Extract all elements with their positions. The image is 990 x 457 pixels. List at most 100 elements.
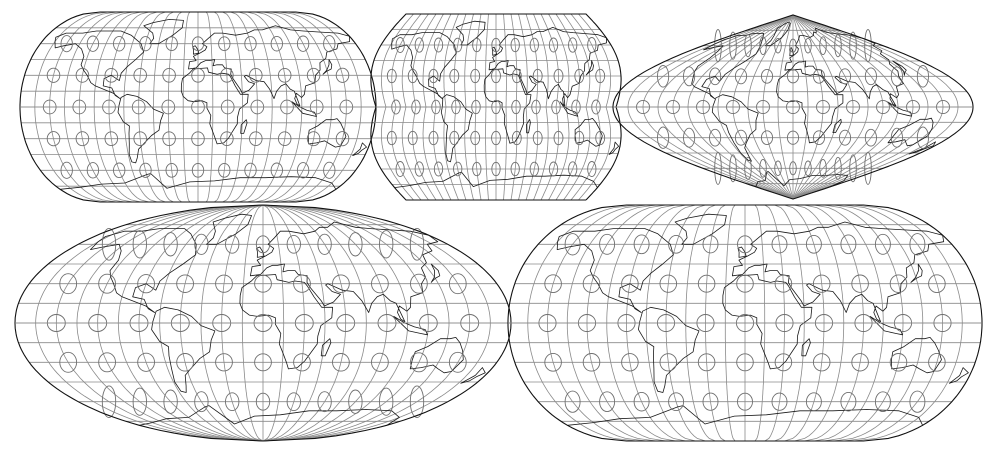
tissot-indicatrix [553,130,564,146]
map-panel-5 [507,204,983,442]
coastline [711,94,759,162]
tissot-indicatrix [759,158,767,178]
tissot-indicatrix [46,67,61,83]
tissot-indicatrix [449,130,460,146]
tissot-indicatrix [317,233,332,255]
tissot-indicatrix [448,351,467,373]
map-panel-4 [14,204,512,442]
tissot-indicatrix [812,68,826,84]
coastline [732,221,945,323]
tissot-indicatrix [890,66,903,87]
tissot-indicatrix [840,234,857,255]
coastline [891,337,942,374]
tissot-indicatrix [270,35,283,52]
tissot-indicatrix [734,68,748,85]
coastline [556,228,674,313]
coastline [188,25,350,107]
coastline [206,213,252,245]
tissot-indicatrix [510,161,520,177]
coastline [638,306,700,393]
coastline [776,68,844,144]
coastline [737,246,747,258]
tissot-indicatrix [277,131,292,147]
tissot-indicatrix [840,391,857,412]
coastline [460,367,486,384]
tissot-indicatrix [697,353,716,372]
tissot-indicatrix [98,352,116,373]
tissot-indicatrix [215,353,233,372]
tissot-indicatrix [657,126,670,149]
tissot-indicatrix [335,67,350,83]
tissot-indicatrix [163,232,178,257]
tissot-indicatrix [472,37,482,53]
tissot-indicatrix [789,38,797,53]
tissot-indicatrix [296,162,310,179]
coastline [784,27,904,107]
tissot-indicatrix [335,131,350,147]
tissot-indicatrix [60,35,73,53]
coastline [151,306,216,393]
tissot-indicatrix [286,392,301,412]
tissot-indicatrix [789,161,797,176]
tissot-indicatrix [448,273,467,295]
coastline [180,67,249,145]
tissot-indicatrix [744,34,752,58]
tissot-indicatrix [104,67,119,83]
coastline [192,45,200,55]
coastline [143,19,184,45]
tissot-indicatrix [928,352,946,372]
tissot-indicatrix [386,68,397,84]
tissot-indicatrix [621,353,639,372]
tissot-indicatrix [582,274,601,293]
tissot-indicatrix [137,352,155,372]
coastline [59,173,337,190]
coastline [608,141,619,155]
tissot-indicatrix [838,68,852,85]
tissot-indicatrix [599,391,616,413]
tissot-indicatrix [659,274,678,293]
tissot-indicatrix [849,154,857,183]
tissot-indicatrix [916,65,929,88]
coastline [691,33,764,100]
coastline [488,27,607,107]
coastline [291,101,317,117]
tissot-indicatrix [714,151,722,185]
tissot-indicatrix [428,68,439,84]
tissot-indicatrix [564,390,581,413]
tissot-indicatrix [633,234,650,255]
tissot-indicatrix [532,130,543,146]
tissot-indicatrix [162,67,176,83]
tissot-indicatrix [834,34,842,58]
tissot-indicatrix [864,67,877,86]
tissot-indicatrix [137,274,155,294]
coastline [832,118,842,133]
coastline [789,47,794,57]
coastline [765,21,791,47]
tissot-indicatrix [491,130,501,146]
tissot-indicatrix [737,392,753,411]
tissot-indicatrix [864,128,877,147]
tissot-indicatrix [386,130,397,146]
tissot-indicatrix [191,67,205,83]
tissot-indicatrix [414,161,424,177]
tissot-indicatrix [729,154,737,183]
tissot-indicatrix [909,233,926,256]
tissot-indicatrix [220,131,234,147]
coastline [117,93,164,164]
tissot-indicatrix [244,162,257,178]
tissot-indicatrix [564,233,581,256]
coastline [585,60,594,76]
coastline [256,246,265,258]
tissot-indicatrix [332,274,350,293]
tissot-indicatrix [132,387,147,416]
tissot-indicatrix [864,151,872,185]
tissot-indicatrix [191,36,205,52]
tissot-indicatrix [194,391,209,413]
tissot-indicatrix [433,37,444,53]
tissot-indicatrix [218,36,231,52]
tissot-indicatrix [812,353,831,372]
tissot-indicatrix [874,233,891,255]
tissot-indicatrix [249,131,263,147]
tissot-indicatrix [249,67,263,83]
coastline [755,171,849,188]
